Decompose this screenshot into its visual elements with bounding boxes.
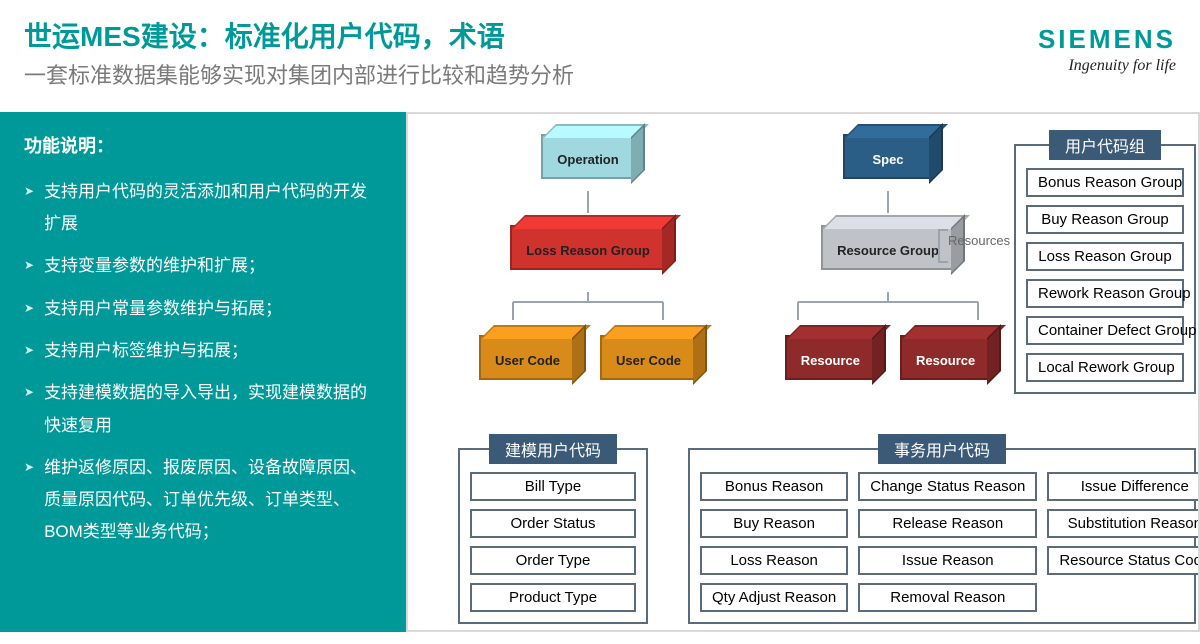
list-item: Order Type — [470, 546, 636, 575]
list-item: Order Status — [470, 509, 636, 538]
title-block: 世运MES建设：标准化用户代码，术语 一套标准数据集能够实现对集团内部进行比较和… — [24, 18, 574, 90]
siemens-tagline: Ingenuity for life — [1038, 57, 1176, 75]
sidebar-item: 支持用户常量参数维护与拓展； — [24, 293, 382, 325]
list-item: Container Defect Group — [1026, 316, 1184, 345]
tree-operation: Operation Loss Reason Group User Code Us… — [438, 124, 738, 402]
list-item: Buy Reason — [700, 509, 848, 538]
title-teal: 标准化用户代码，术语 — [225, 21, 505, 52]
list-item: Buy Reason Group — [1026, 205, 1184, 234]
list-item: Bonus Reason — [700, 472, 848, 501]
panel-title: 事务用户代码 — [878, 434, 1006, 464]
slide-header: 世运MES建设：标准化用户代码，术语 一套标准数据集能够实现对集团内部进行比较和… — [0, 0, 1200, 94]
sidebar-list: 支持用户代码的灵活添加和用户代码的开发扩展 支持变量参数的维护和扩展； 支持用户… — [24, 176, 382, 549]
tree-spec: Spec Resource Group Resources Resource R… — [738, 124, 1038, 402]
node-resourcegroup: Resource Group — [821, 225, 955, 270]
tree-connector — [458, 292, 718, 320]
panel-model-code: 建模用户代码 Bill Type Order Status Order Type… — [458, 448, 648, 624]
node-spec: Spec — [843, 134, 933, 179]
sidebar-item: 支持变量参数的维护和扩展； — [24, 250, 382, 282]
panel-title: 用户代码组 — [1049, 130, 1161, 160]
node-operation: Operation — [541, 134, 634, 179]
panel-usercode-group: 用户代码组 Bonus Reason Group Buy Reason Grou… — [1014, 144, 1196, 394]
panel-title: 建模用户代码 — [489, 434, 617, 464]
list-item: Substitution Reason — [1047, 509, 1200, 538]
side-label-resources: Resources — [938, 229, 1014, 263]
sidebar-title: 功能说明： — [24, 132, 382, 158]
node-lossreason: Loss Reason Group — [510, 225, 666, 270]
list-item: Release Reason — [858, 509, 1037, 538]
siemens-logo: SIEMENS — [1038, 24, 1176, 55]
list-item: Change Status Reason — [858, 472, 1037, 501]
list-item: Removal Reason — [858, 583, 1037, 612]
subtitle: 一套标准数据集能够实现对集团内部进行比较和趋势分析 — [24, 58, 574, 90]
node-usercode: User Code — [600, 335, 697, 380]
list-item: Issue Difference — [1047, 472, 1200, 501]
logo-block: SIEMENS Ingenuity for life — [1038, 18, 1176, 90]
node-usercode: User Code — [479, 335, 576, 380]
list-item: Bill Type — [470, 472, 636, 501]
sidebar-item: 支持用户标签维护与拓展； — [24, 335, 382, 367]
sidebar-item: 支持建模数据的导入导出，实现建模数据的快速复用 — [24, 377, 382, 442]
sidebar-item: 支持用户代码的灵活添加和用户代码的开发扩展 — [24, 176, 382, 241]
title-line: 世运MES建设：标准化用户代码，术语 — [24, 18, 574, 56]
diagram-panel: Operation Loss Reason Group User Code Us… — [406, 112, 1200, 632]
panel-affair-code: 事务用户代码 Bonus Reason Change Status Reason… — [688, 448, 1196, 624]
feature-sidebar: 功能说明： 支持用户代码的灵活添加和用户代码的开发扩展 支持变量参数的维护和扩展… — [0, 112, 406, 632]
node-resource: Resource — [785, 335, 876, 380]
list-item: Local Rework Group — [1026, 353, 1184, 382]
list-item: Loss Reason Group — [1026, 242, 1184, 271]
title-part2: 建设： — [141, 21, 225, 52]
list-item: Bonus Reason Group — [1026, 168, 1184, 197]
node-resource: Resource — [900, 335, 991, 380]
list-item: Rework Reason Group — [1026, 279, 1184, 308]
slide-body: 功能说明： 支持用户代码的灵活添加和用户代码的开发扩展 支持变量参数的维护和扩展… — [0, 112, 1200, 632]
list-item: Qty Adjust Reason — [700, 583, 848, 612]
title-accent: MES — [80, 21, 141, 52]
sidebar-item: 维护返修原因、报废原因、设备故障原因、质量原因代码、订单优先级、订单类型、BOM… — [24, 452, 382, 549]
title-part1: 世运 — [24, 21, 80, 52]
list-item: Product Type — [470, 583, 636, 612]
list-item: Loss Reason — [700, 546, 848, 575]
list-item: Issue Reason — [858, 546, 1037, 575]
list-item: Resource Status Code — [1047, 546, 1200, 575]
tree-connector — [738, 292, 1038, 320]
